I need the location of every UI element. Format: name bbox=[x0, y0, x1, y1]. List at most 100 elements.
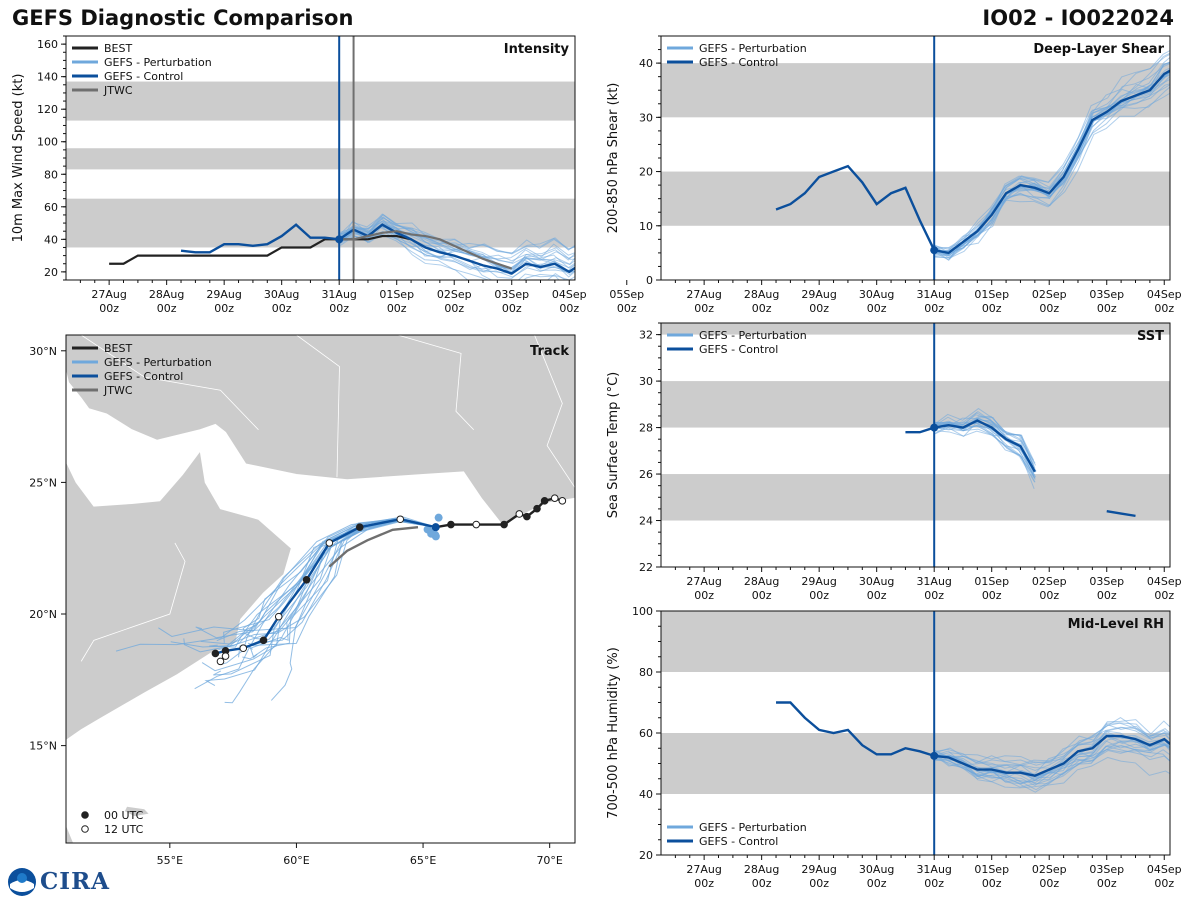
x-tick-hour: 00z bbox=[694, 302, 714, 315]
x-tick-hour: 00z bbox=[694, 589, 714, 602]
x-tick-date: 04Sep bbox=[1147, 288, 1182, 301]
panel-shear: 01020304027Aug00z28Aug00z29Aug00z30Aug00… bbox=[606, 35, 1182, 315]
x-tick-hour: 00z bbox=[867, 589, 887, 602]
x-tick-hour: 00z bbox=[1039, 302, 1059, 315]
control-start-point bbox=[431, 523, 440, 532]
perturbation-member-line bbox=[933, 425, 1036, 483]
perturbation-member-line bbox=[934, 735, 1170, 775]
x-tick-hour: 00z bbox=[752, 877, 772, 890]
perturbation-member-line bbox=[934, 756, 1170, 789]
x-tick-date: 05Sep bbox=[609, 288, 644, 301]
series-line-gefs-control bbox=[180, 223, 575, 275]
legend-label: BEST bbox=[104, 42, 132, 55]
x-tick-hour: 00z bbox=[1039, 589, 1059, 602]
panel-sst: 22242628303227Aug00z28Aug00z29Aug00z30Au… bbox=[606, 322, 1182, 602]
track-point-00utc bbox=[211, 649, 220, 658]
x-tick-hour: 00z bbox=[867, 877, 887, 890]
x-tick-hour: 00z bbox=[924, 589, 944, 602]
legend-label: GEFS - Perturbation bbox=[104, 56, 212, 69]
cira-logo-text: CIRA bbox=[40, 868, 111, 895]
lon-tick-label: 55°E bbox=[157, 854, 183, 867]
perturbation-member-line bbox=[933, 84, 1170, 259]
panel-intensity: 2040608010012014016027Aug00z28Aug00z29Au… bbox=[11, 35, 644, 315]
y-tick-label: 100 bbox=[632, 605, 653, 618]
y-tick-label: 100 bbox=[37, 136, 58, 149]
x-tick-hour: 00z bbox=[1039, 877, 1059, 890]
marker-legend-symbol bbox=[81, 811, 89, 819]
x-tick-date: 30Aug bbox=[859, 288, 894, 301]
panel-title: Deep-Layer Shear bbox=[1033, 42, 1164, 57]
y-tick-label: 60 bbox=[639, 727, 653, 740]
x-tick-date: 02Sep bbox=[1032, 575, 1067, 588]
perturbation-member-line bbox=[933, 92, 1170, 255]
legend-label: GEFS - Perturbation bbox=[699, 821, 807, 834]
x-tick-hour: 00z bbox=[867, 302, 887, 315]
track-line-jtwc bbox=[328, 525, 419, 568]
perturbation-member-line bbox=[934, 745, 1170, 791]
series-line-gefs-control bbox=[776, 701, 1170, 777]
x-tick-hour: 00z bbox=[387, 302, 407, 315]
x-tick-date: 04Sep bbox=[1147, 575, 1182, 588]
x-tick-hour: 00z bbox=[1154, 877, 1174, 890]
x-tick-hour: 00z bbox=[982, 302, 1002, 315]
shaded-band bbox=[661, 171, 1170, 226]
track-point-12utc bbox=[396, 515, 405, 524]
y-tick-label: 0 bbox=[646, 274, 653, 287]
track-point-12utc bbox=[550, 494, 559, 502]
x-tick-date: 03Sep bbox=[494, 288, 529, 301]
track-point-00utc bbox=[523, 512, 531, 521]
series-line-jtwc bbox=[339, 230, 513, 270]
panel-frame bbox=[65, 334, 576, 844]
x-tick-date: 04Sep bbox=[1147, 863, 1182, 876]
track-point-12utc bbox=[472, 520, 481, 529]
map-area bbox=[66, 335, 575, 843]
x-tick-hour: 00z bbox=[924, 302, 944, 315]
x-tick-date: 02Sep bbox=[1032, 863, 1067, 876]
plot-area-sst bbox=[661, 323, 1170, 521]
init-point bbox=[930, 751, 939, 760]
x-tick-date: 02Sep bbox=[1032, 288, 1067, 301]
perturbation-member-line bbox=[933, 407, 1034, 465]
lat-tick-label: 30°N bbox=[29, 345, 57, 358]
x-tick-date: 27Aug bbox=[686, 575, 721, 588]
legend-label: JTWC bbox=[103, 384, 133, 397]
shaded-band bbox=[661, 323, 1170, 335]
track-point-12utc bbox=[239, 644, 248, 653]
y-tick-label: 24 bbox=[639, 515, 653, 528]
x-tick-hour: 00z bbox=[559, 302, 579, 315]
x-tick-hour: 00z bbox=[272, 302, 292, 315]
page-title: GEFS Diagnostic Comparison bbox=[12, 6, 354, 30]
plot-area-intensity bbox=[66, 81, 575, 280]
x-tick-hour: 00z bbox=[809, 302, 829, 315]
track-point-00utc bbox=[533, 504, 541, 513]
lon-tick-label: 60°E bbox=[283, 854, 309, 867]
x-tick-date: 03Sep bbox=[1089, 863, 1124, 876]
x-tick-hour: 00z bbox=[502, 302, 522, 315]
lat-tick-label: 25°N bbox=[29, 476, 57, 489]
track-line-best bbox=[435, 496, 563, 529]
x-tick-hour: 00z bbox=[1154, 302, 1174, 315]
legend-label: GEFS - Control bbox=[699, 835, 778, 848]
shaded-band bbox=[66, 81, 575, 121]
x-tick-hour: 00z bbox=[809, 877, 829, 890]
border-line bbox=[534, 335, 575, 488]
x-tick-hour: 00z bbox=[329, 302, 349, 315]
shaded-band bbox=[661, 381, 1170, 428]
perturbation-member-line bbox=[933, 731, 1170, 779]
legend-label: BEST bbox=[104, 342, 132, 355]
perturbation-member-line bbox=[339, 214, 575, 255]
x-tick-date: 28Aug bbox=[744, 288, 779, 301]
x-tick-date: 27Aug bbox=[91, 288, 126, 301]
series-line-gefs-control bbox=[905, 419, 1036, 473]
shaded-band bbox=[66, 148, 575, 170]
y-tick-label: 80 bbox=[639, 666, 653, 679]
x-tick-hour: 00z bbox=[982, 877, 1002, 890]
x-tick-date: 29Aug bbox=[801, 863, 836, 876]
legend-label: GEFS - Control bbox=[699, 56, 778, 69]
init-point bbox=[930, 246, 939, 255]
x-tick-hour: 00z bbox=[157, 302, 177, 315]
perturbation-start-point bbox=[434, 513, 443, 522]
x-tick-date: 01Sep bbox=[379, 288, 414, 301]
y-tick-label: 30 bbox=[639, 375, 653, 388]
panel-title: Intensity bbox=[504, 42, 570, 57]
